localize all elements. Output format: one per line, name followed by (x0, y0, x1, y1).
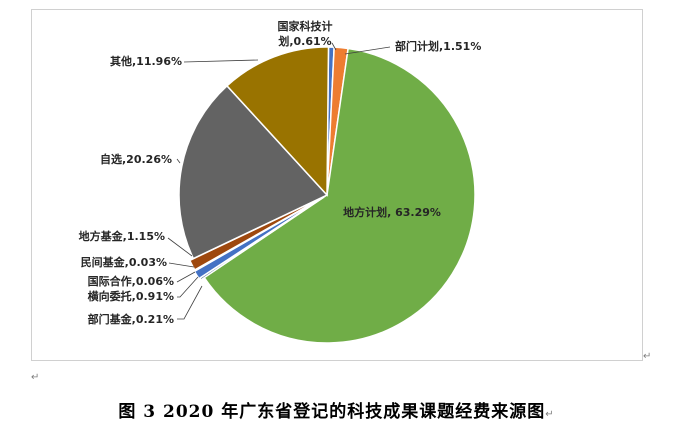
leader-line-2 (344, 46, 391, 55)
data-label-3: 地方计划, 63.29% (343, 205, 441, 219)
paragraph-mark: ↵ (31, 372, 40, 383)
leader-line-5 (177, 276, 199, 298)
paragraph-mark: ↵ (545, 409, 555, 420)
leader-line-6 (176, 271, 196, 283)
data-label-7: 民间基金,0.03% (81, 255, 167, 269)
paragraph-mark: ↵ (643, 351, 652, 362)
pie-slice-3 (203, 47, 476, 344)
figure-caption: 图 3 2020 年广东省登记的科技成果课题经费来源图↵ (0, 397, 673, 422)
data-label-10: 其他,11.96% (110, 54, 182, 68)
chart-frame: 国家科技计 划,0.61% 部门计划,1.51% 地方计划, 63.29% 部门基金,0… (31, 9, 643, 361)
data-label-2: 部门计划,1.51% (395, 39, 481, 53)
pie-slice-5 (193, 196, 324, 280)
leader-line-1 (331, 42, 337, 51)
leader-line-4 (177, 285, 203, 320)
leader-line-8 (167, 237, 193, 257)
pie-slice-10 (225, 46, 330, 197)
data-label-4: 部门基金,0.21% (88, 312, 174, 326)
data-label-1-line2: 划,0.61% (278, 34, 331, 48)
data-label-1-line1: 国家科技计 (278, 19, 333, 33)
data-label-8: 地方基金,1.15% (79, 229, 165, 243)
leader-line-7 (168, 262, 195, 268)
data-label-5: 横向委托,0.91% (88, 289, 174, 303)
pie-slice-8 (188, 196, 324, 271)
leader-line-10 (183, 59, 259, 63)
data-label-9: 自选,20.26% (100, 152, 172, 166)
pie-slice-9 (178, 84, 329, 260)
leader-line-9 (176, 158, 181, 164)
caption-text: 图 3 2020 年广东省登记的科技成果课题经费来源图 (118, 402, 546, 422)
data-label-6: 国际合作,0.06% (88, 274, 174, 288)
